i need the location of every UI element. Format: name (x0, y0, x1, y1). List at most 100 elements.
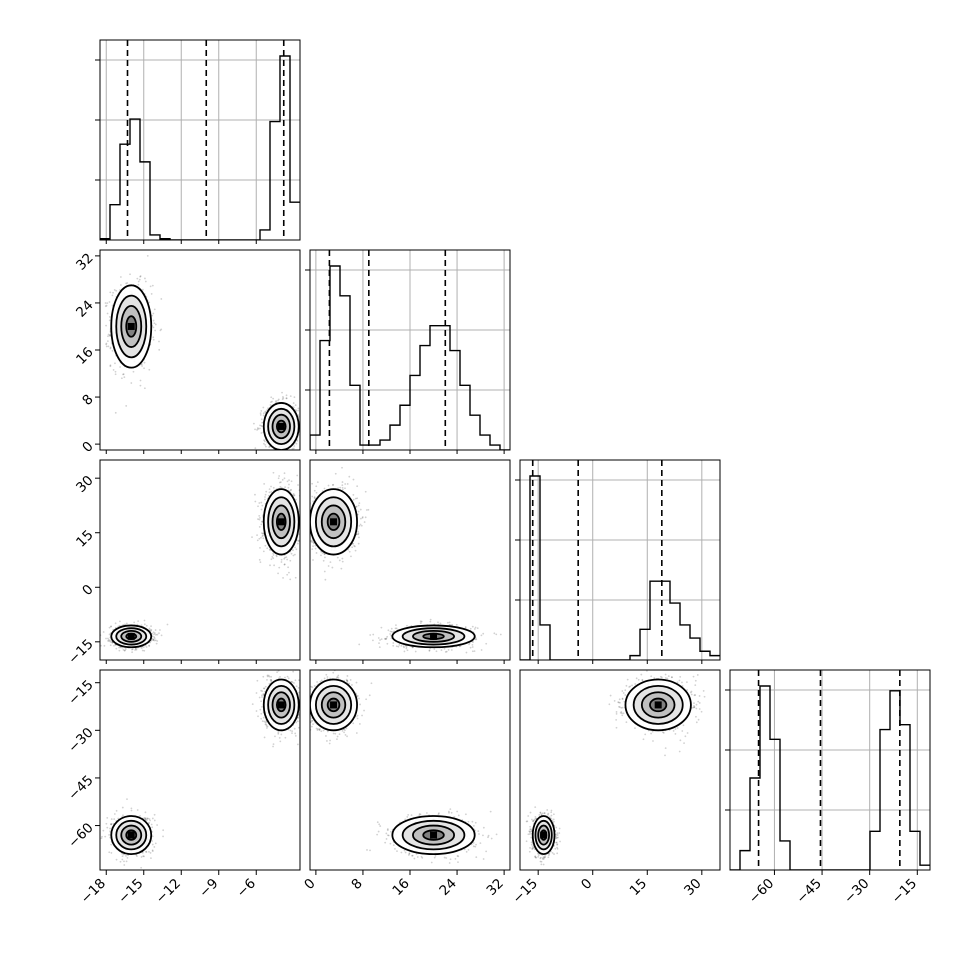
mode-peak-1 (277, 518, 285, 526)
sample-point (260, 424, 263, 427)
sample-point (260, 418, 263, 421)
sample-point (152, 638, 155, 641)
sample-point (284, 451, 286, 453)
sample-point (115, 647, 118, 650)
sample-point (150, 625, 152, 628)
sample-point (154, 323, 157, 326)
sample-point (287, 566, 290, 569)
sample-point (134, 648, 137, 650)
sample-point (268, 446, 271, 448)
sample-point (114, 373, 117, 376)
sample-point (274, 452, 276, 454)
sample-point (300, 422, 302, 424)
sample-point (446, 621, 449, 624)
sample-point (105, 345, 108, 348)
sample-point (378, 646, 381, 649)
sample-point (406, 624, 408, 627)
sample-point (143, 361, 146, 364)
sample-point (263, 440, 266, 443)
sample-point (137, 620, 140, 623)
sample-point (385, 637, 388, 640)
sample-point (476, 627, 479, 630)
scatter-frame-2-0 (99, 459, 301, 661)
sample-point (262, 537, 265, 540)
sample-point (109, 346, 112, 349)
sample-point (260, 501, 263, 504)
sample-point (131, 648, 134, 651)
sample-point (392, 644, 395, 647)
sample-point (293, 494, 295, 497)
sample-point (315, 485, 318, 488)
sample-point (154, 639, 157, 642)
sample-point (480, 649, 483, 651)
sample-point (397, 645, 400, 648)
sample-point (283, 477, 286, 480)
sample-point (131, 651, 134, 654)
sample-point (109, 639, 112, 642)
sample-point (257, 505, 259, 508)
sample-point (269, 401, 272, 404)
sample-point (284, 556, 286, 559)
sample-point (473, 628, 476, 630)
sample-point (272, 554, 275, 556)
sample-point (155, 642, 158, 645)
sample-point (307, 503, 309, 505)
sample-point (280, 558, 283, 561)
sample-point (258, 518, 261, 521)
sample-point (282, 577, 284, 579)
sample-point (158, 632, 160, 635)
sample-point (380, 626, 383, 629)
sample-point (275, 554, 278, 557)
sample-point (258, 526, 261, 528)
sample-point (270, 457, 272, 459)
sample-point (140, 624, 143, 627)
sample-point (269, 404, 272, 406)
sample-point (289, 559, 292, 562)
sample-point (124, 623, 126, 626)
sample-point (292, 447, 295, 450)
sample-point (357, 510, 360, 513)
sample-point (267, 494, 270, 497)
sample-point (295, 548, 298, 551)
sample-point (264, 443, 267, 446)
sample-point (303, 517, 305, 519)
sample-point (469, 627, 472, 630)
sample-point (289, 578, 292, 581)
sample-point (263, 483, 266, 485)
sample-point (287, 486, 290, 489)
sample-point (465, 651, 468, 654)
sample-point (303, 426, 305, 428)
sample-point (390, 630, 393, 633)
sample-point (153, 632, 156, 635)
sample-point (428, 649, 431, 652)
sample-point (159, 629, 161, 631)
sample-point (259, 414, 262, 416)
scatter-panel-2-0 (99, 459, 305, 661)
sample-point (380, 638, 383, 641)
sample-point (261, 521, 264, 523)
sample-point (122, 373, 124, 376)
sample-point (271, 555, 274, 558)
sample-point (303, 539, 305, 541)
sample-point (119, 366, 122, 368)
sample-point (295, 486, 297, 488)
sample-point (385, 638, 387, 640)
sample-point (281, 478, 284, 481)
sample-point (342, 488, 344, 491)
sample-point (293, 455, 295, 457)
sample-point (294, 498, 297, 501)
sample-point (278, 475, 281, 477)
sample-point (444, 651, 447, 653)
sample-point (297, 484, 299, 486)
sample-point (285, 397, 288, 400)
sample-point (389, 630, 392, 633)
sample-point (265, 490, 268, 493)
sample-point (270, 485, 272, 488)
sample-point (459, 645, 461, 648)
sample-point (264, 410, 267, 413)
sample-point (114, 411, 117, 414)
sample-point (440, 649, 443, 651)
sample-point (379, 639, 381, 641)
sample-point (272, 486, 275, 489)
sample-point (152, 312, 155, 315)
